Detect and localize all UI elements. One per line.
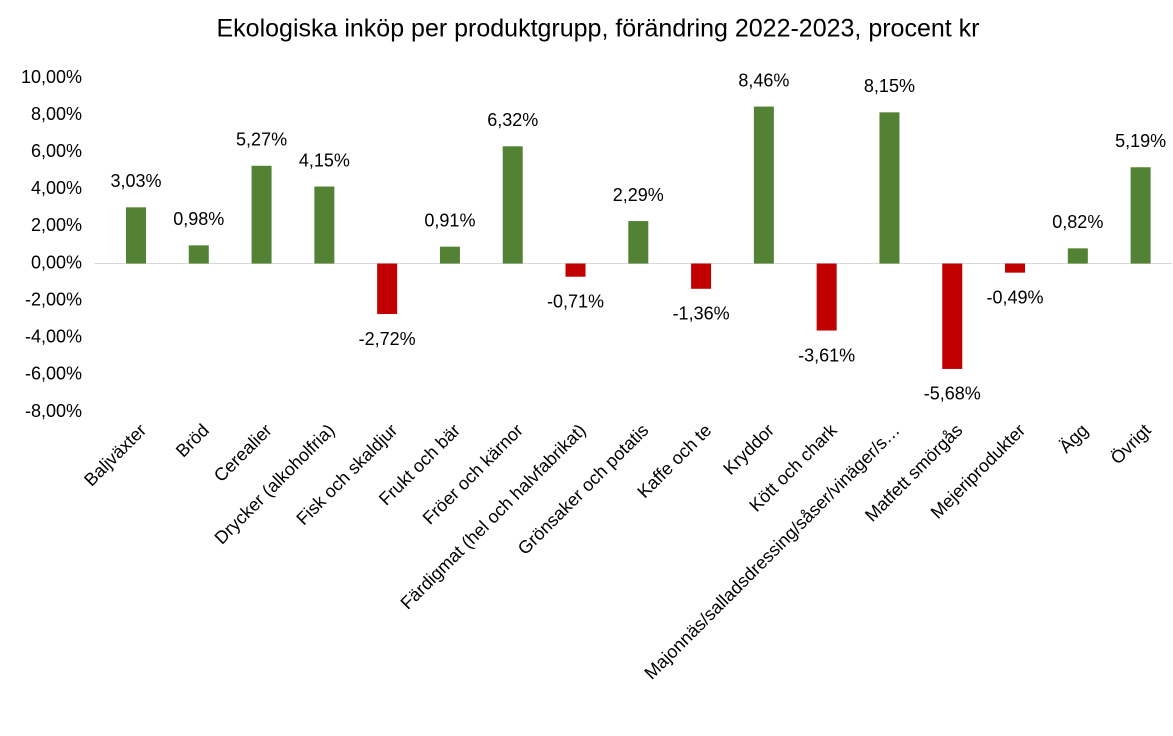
data-label: 8,46% — [738, 70, 789, 90]
x-tick-label: Ägg — [1055, 420, 1092, 457]
bar — [251, 165, 272, 264]
data-label: 2,29% — [613, 185, 664, 205]
bar — [188, 245, 209, 264]
data-label: -1,36% — [673, 304, 730, 324]
bar — [314, 186, 335, 264]
y-tick-label: -2,00% — [25, 289, 82, 309]
y-tick-label: -4,00% — [25, 327, 82, 347]
bar — [502, 146, 523, 264]
x-tick-label: Bröd — [172, 420, 213, 461]
data-label: 0,82% — [1052, 212, 1103, 232]
y-tick-label: 10,00% — [21, 67, 82, 87]
bar — [942, 263, 963, 369]
x-tick-label: Kryddor — [719, 420, 778, 479]
bar — [439, 246, 460, 264]
x-tick-label: Cerealier — [210, 420, 276, 486]
x-tick-label: Grönsaker och potatis — [514, 420, 653, 559]
data-label: 0,91% — [424, 210, 475, 230]
data-label: 3,03% — [110, 171, 161, 191]
data-label: -2,72% — [359, 329, 416, 349]
bar — [691, 263, 712, 289]
y-tick-label: 4,00% — [31, 178, 82, 198]
y-tick-label: -6,00% — [25, 364, 82, 384]
bar — [125, 207, 146, 264]
y-tick-label: 2,00% — [31, 215, 82, 235]
y-tick-label: -8,00% — [25, 401, 82, 421]
data-label: 5,19% — [1115, 131, 1166, 151]
bar — [1005, 263, 1026, 273]
bar — [753, 106, 774, 264]
data-label: 8,15% — [864, 76, 915, 96]
data-label: 5,27% — [236, 130, 287, 150]
x-tick-label: Övrigt — [1107, 420, 1155, 468]
data-label: 6,32% — [487, 110, 538, 130]
data-label: 4,15% — [299, 150, 350, 170]
bar — [377, 263, 398, 315]
data-label: -3,61% — [798, 345, 855, 365]
y-tick-label: 0,00% — [31, 252, 82, 272]
bar — [879, 112, 900, 264]
chart-title: Ekologiska inköp per produktgrupp, förän… — [217, 15, 980, 43]
x-tick-label: Drycker (alkoholfria) — [211, 420, 339, 548]
x-tick-label: Baljväxter — [80, 420, 150, 490]
bar — [816, 263, 837, 331]
data-label: -0,49% — [987, 287, 1044, 307]
data-label: -5,68% — [924, 384, 981, 404]
bar — [1067, 248, 1088, 264]
data-label: 0,98% — [173, 209, 224, 229]
y-tick-label: 6,00% — [31, 141, 82, 161]
data-label: -0,71% — [547, 291, 604, 311]
bar — [628, 221, 649, 264]
y-tick-label: 8,00% — [31, 104, 82, 124]
bar — [1130, 167, 1151, 264]
bar — [565, 263, 586, 277]
